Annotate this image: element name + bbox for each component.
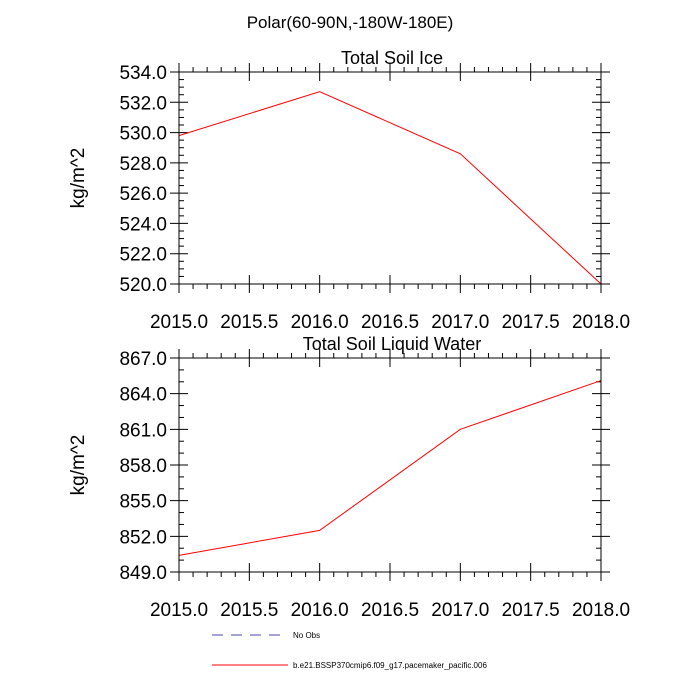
legend-label-model-run: b.e21.BSSP370cmip6.f09_g17.pacemaker_pac… [293,661,487,670]
figure-suptitle: Polar(60-90N,-180W-180E) [247,13,454,32]
y-tick-label: 864.0 [119,385,167,406]
y-tick-label: 852.0 [119,527,167,548]
x-tick-label: 2015.0 [150,600,208,621]
y-tick-label: 526.0 [119,184,167,205]
y-tick-label: 858.0 [119,456,167,477]
plot-frame [178,71,602,285]
chart-title: Total Soil Ice [341,48,443,68]
legend-label-no-obs: No Obs [293,631,320,640]
x-tick-label: 2018.0 [572,312,630,333]
x-tick-label: 2017.0 [431,312,489,333]
y-tick-label: 861.0 [119,420,167,441]
y-tick-label: 534.0 [119,63,167,84]
y-tick-label: 522.0 [119,245,167,266]
series-line-0 [178,91,602,285]
y-tick-label: 530.0 [119,124,167,145]
legend: No Obs b.e21.BSSP370cmip6.f09_g17.pacema… [212,631,487,670]
x-tick-label: 2016.5 [361,600,419,621]
series-line-0 [178,380,602,556]
y-axis-label: kg/m^2 [68,435,89,496]
x-tick-label: 2017.5 [502,312,560,333]
y-tick-label: 524.0 [119,214,167,235]
x-tick-label: 2015.5 [220,600,278,621]
y-tick-label: 849.0 [119,563,167,584]
x-tick-label: 2015.0 [150,312,208,333]
x-tick-label: 2018.0 [572,600,630,621]
x-tick-label: 2017.0 [431,600,489,621]
y-tick-label: 520.0 [119,275,167,296]
x-tick-label: 2016.0 [291,600,349,621]
plot-frame [178,357,602,573]
x-tick-label: 2017.5 [502,600,560,621]
y-axis-label: kg/m^2 [68,148,89,209]
y-tick-label: 532.0 [119,93,167,114]
y-tick-label: 867.0 [119,349,167,370]
panel-total-soil-liquid-water: Total Soil Liquid Water kg/m^2 849.0 852.0 8… [68,334,630,621]
panel-total-soil-ice: Total Soil Ice kg/m^2 520.0 522.0 524.0 526.0… [68,48,630,333]
x-tick-label: 2015.5 [220,312,278,333]
y-tick-label: 528.0 [119,154,167,175]
x-tick-label: 2016.5 [361,312,419,333]
chart-title: Total Soil Liquid Water [303,334,481,354]
x-tick-label: 2016.0 [291,312,349,333]
y-tick-label: 855.0 [119,492,167,513]
